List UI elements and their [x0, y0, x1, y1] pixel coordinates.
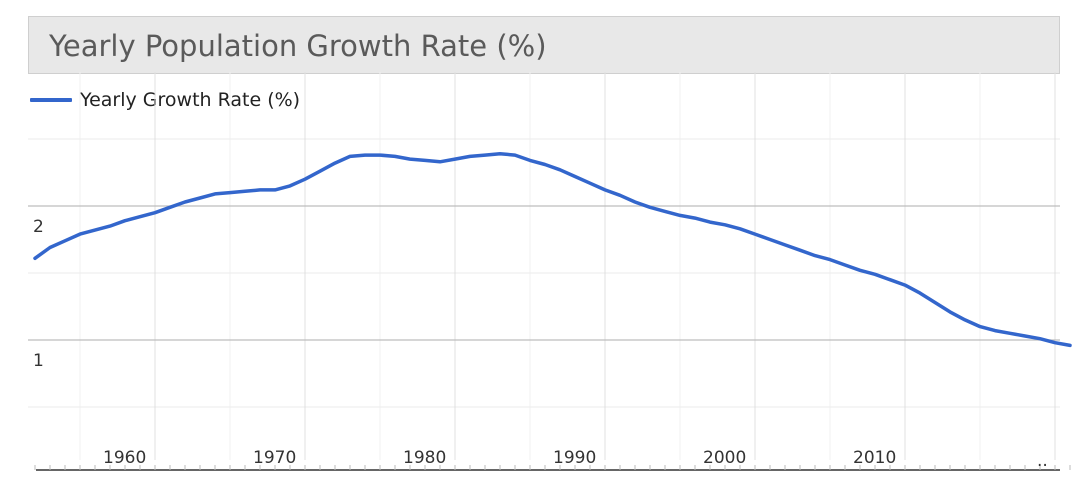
x-tick-label: 2000 — [703, 448, 746, 468]
legend-line-swatch — [30, 98, 72, 102]
x-tick-label: 1960 — [103, 448, 146, 468]
legend-label: Yearly Growth Rate (%) — [80, 89, 301, 111]
series-line — [33, 151, 1072, 348]
x-tick-label: 1970 — [253, 448, 296, 468]
y-tick-label: 1 — [33, 351, 44, 371]
x-tick-label: 2010 — [853, 448, 896, 468]
chart-title-bar: Yearly Population Growth Rate (%) — [28, 16, 1060, 74]
x-tick-label: 1980 — [403, 448, 446, 468]
y-tick-label: 2 — [33, 217, 44, 237]
legend[interactable]: Yearly Growth Rate (%) — [30, 88, 300, 112]
x-tick-label: 1990 — [553, 448, 596, 468]
chart-title: Yearly Population Growth Rate (%) — [49, 29, 547, 63]
x-tick-overflow-label: .. — [1037, 451, 1048, 471]
